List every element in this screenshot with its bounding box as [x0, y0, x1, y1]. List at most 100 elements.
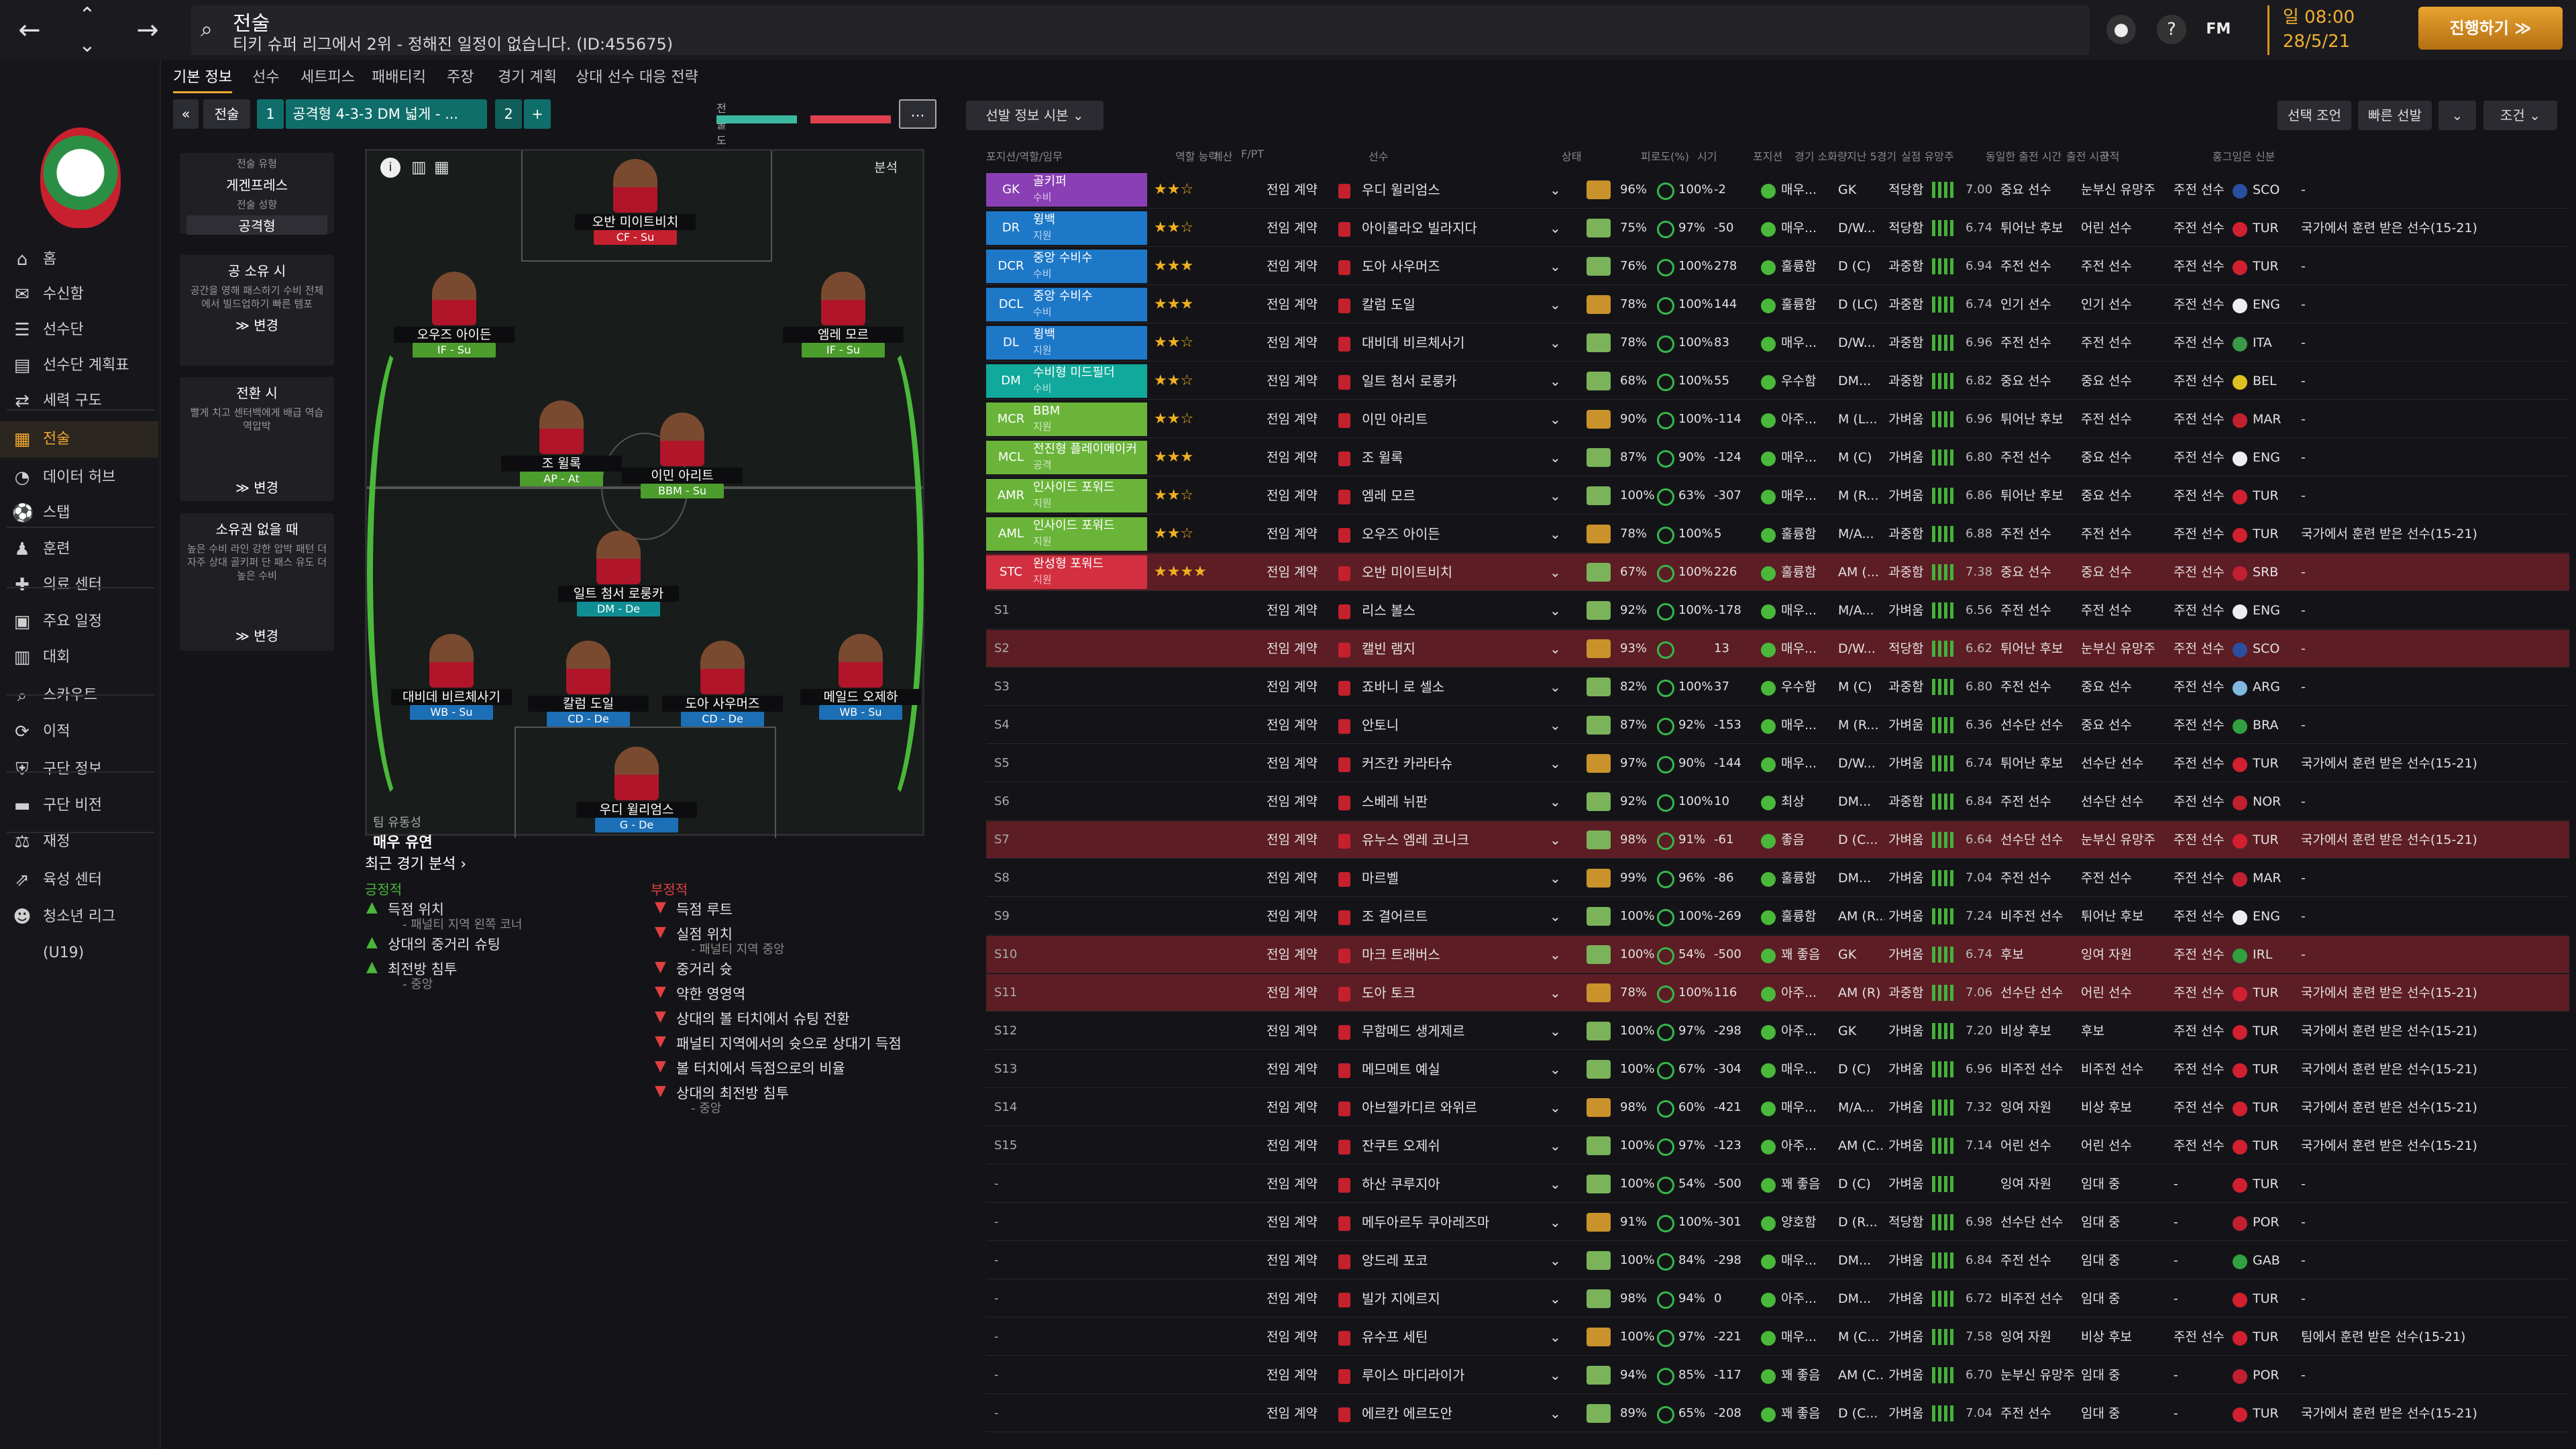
tactic-select[interactable]: 공격형 4-3-3 DM 넓게 - ... — [286, 99, 487, 129]
player-name[interactable]: 커즈칸 카라타슈 — [1362, 755, 1453, 771]
table-row[interactable]: - 전임 계약 유수프 세틴 ⌄ 100% 97% -221 매우... M (C... 가벼움 7… — [986, 1318, 2569, 1356]
tab-5[interactable]: 경기 계획 — [498, 69, 557, 86]
player-dropdown-icon[interactable]: ⌄ — [1550, 1099, 1561, 1116]
player-name[interactable]: 에르칸 에르도안 — [1362, 1405, 1453, 1421]
player-name[interactable]: 유수프 세틴 — [1362, 1329, 1428, 1345]
player-role[interactable]: CD - De — [547, 712, 630, 727]
player-dropdown-icon[interactable]: ⌄ — [1550, 832, 1561, 848]
column-header[interactable]: 계산 — [1213, 150, 1233, 163]
tab-4[interactable]: 주장 — [447, 69, 474, 86]
column-header[interactable]: 포지션 — [1753, 150, 1783, 163]
position-role-select[interactable]: AMR 인사이드 포워드 지원 — [986, 479, 1147, 513]
change-out-of-possession-button[interactable]: ≫ 변경 — [235, 628, 279, 644]
help-icon[interactable]: ? — [2157, 15, 2186, 44]
player-role[interactable]: DM - De — [577, 602, 660, 616]
player-dropdown-icon[interactable]: ⌄ — [1550, 373, 1561, 389]
sidebar-item-8[interactable]: ♟ 훈련 — [0, 531, 158, 568]
table-row[interactable]: MCR BBM 지원 ★★☆ 전임 계약 이민 아리트 ⌄ 90% 100% -114 아주... M… — [986, 400, 2569, 438]
tactic-label[interactable]: 전술 — [203, 99, 250, 129]
player-dropdown-icon[interactable]: ⌄ — [1550, 1291, 1561, 1307]
table-row[interactable]: - 전임 계약 에르칸 에르도안 ⌄ 89% 65% -208 꽤 좋음 D (C... 가벼움 7… — [986, 1395, 2569, 1432]
analyse-button[interactable]: 분석 — [874, 160, 898, 175]
position-role-select[interactable]: AML 인사이드 포워드 지원 — [986, 517, 1147, 551]
analysis-title[interactable]: 최근 경기 분석 › — [365, 856, 467, 873]
player-dropdown-icon[interactable]: ⌄ — [1550, 985, 1561, 1001]
column-header[interactable]: 경기 소화량 — [1794, 150, 1847, 163]
pitch-player[interactable]: 엠레 모르 IF - Su — [783, 272, 904, 362]
table-row[interactable]: MCL 전진형 플레이메이커 공격 ★★★ 전임 계약 조 윌록 ⌄ 87% 90% -124 매우… — [986, 439, 2569, 476]
pitch-player[interactable]: 조 윌록 AP - At — [501, 400, 622, 491]
player-dropdown-icon[interactable]: ⌄ — [1550, 908, 1561, 924]
column-header[interactable]: 홍그임은 신분 — [2212, 150, 2275, 163]
column-header[interactable]: F/PT — [1241, 148, 1265, 160]
change-in-possession-button[interactable]: ≫ 변경 — [235, 317, 279, 333]
player-role[interactable]: G - De — [595, 818, 678, 833]
tactic-menu-button[interactable]: ⋯ — [899, 99, 936, 129]
chart-icon[interactable]: ▥ — [411, 158, 427, 176]
column-header[interactable]: 역할 능력 — [1175, 150, 1218, 163]
column-header[interactable]: 출전 시간 — [2066, 150, 2109, 163]
sidebar-item-14[interactable]: ⛨ 구단 정보 — [0, 751, 158, 788]
player-name[interactable]: 캘빈 램지 — [1362, 641, 1415, 657]
collapse-icon[interactable]: « — [173, 99, 199, 129]
column-header[interactable]: 피로도(%) — [1641, 150, 1689, 163]
pitch-player[interactable]: 오우즈 아이든 IF - Su — [394, 272, 515, 362]
sidebar-item-13[interactable]: ⟳ 이적 — [0, 714, 158, 750]
grid-icon[interactable]: ▦ — [434, 158, 449, 176]
table-row[interactable]: S11 전임 계약 도아 토크 ⌄ 78% 100% 116 아주... AM (R) 과중함 7.… — [986, 974, 2569, 1012]
table-row[interactable]: DM 수비형 미드필더 수비 ★★☆ 전임 계약 일트 첨서 로룽카 ⌄ 68% 100% 55 우… — [986, 362, 2569, 400]
scroll-up-icon[interactable]: ⌃ — [78, 3, 96, 27]
player-dropdown-icon[interactable]: ⌄ — [1550, 794, 1561, 810]
table-row[interactable]: - 전임 계약 루이스 마디라이가 ⌄ 94% 85% -117 꽤 좋음 AM (C... 가벼… — [986, 1356, 2569, 1394]
column-header[interactable]: 동일한 출전 시간 — [1986, 150, 2062, 163]
table-row[interactable]: AML 인사이드 포워드 지원 ★★☆ 전임 계약 오우즈 아이든 ⌄ 78% 100% 5 훌륭함… — [986, 515, 2569, 553]
sidebar-item-10[interactable]: ▣ 주요 일정 — [0, 604, 158, 640]
tab-0[interactable]: 기본 정보 — [173, 64, 232, 93]
player-name[interactable]: 무함메드 생게제르 — [1362, 1023, 1465, 1039]
player-name[interactable]: 마르벨 — [1362, 870, 1399, 886]
table-row[interactable]: S1 전임 계약 리스 볼스 ⌄ 92% 100% -178 매우... M/A... 가벼움 6.… — [986, 592, 2569, 629]
position-role-select[interactable]: DCL 중앙 수비수 수비 — [986, 288, 1147, 321]
table-row[interactable]: S8 전임 계약 마르벨 ⌄ 99% 96% -86 훌륭함 DM... 가벼움 7.04 주전 선수… — [986, 859, 2569, 897]
sidebar-item-17[interactable]: ⇗ 육성 센터 — [0, 862, 158, 898]
pitch-player[interactable]: 칼럼 도일 CD - De — [528, 641, 649, 731]
quick-pick-menu-button[interactable]: ⌄ — [2438, 101, 2476, 130]
player-dropdown-icon[interactable]: ⌄ — [1550, 564, 1561, 580]
table-row[interactable]: GK 골키퍼 수비 ★★☆ 전임 계약 우디 윌리엄스 ⌄ 96% 100% -2 매우... GK 적… — [986, 171, 2569, 209]
player-dropdown-icon[interactable]: ⌄ — [1550, 1214, 1561, 1230]
table-row[interactable]: S7 전임 계약 유누스 엠레 코니크 ⌄ 98% 91% -61 좋음 D (C... 가벼움 6… — [986, 821, 2569, 859]
player-dropdown-icon[interactable]: ⌄ — [1550, 947, 1561, 963]
player-name[interactable]: 아이롤라오 빌라지다 — [1362, 220, 1477, 236]
pitch-player[interactable]: 대비데 비르체사기 WB - Su — [391, 634, 512, 724]
player-name[interactable]: 유누스 엠레 코니크 — [1362, 832, 1469, 848]
player-dropdown-icon[interactable]: ⌄ — [1550, 1405, 1561, 1421]
table-row[interactable]: DR 윙백 지원 ★★☆ 전임 계약 아이롤라오 빌라지다 ⌄ 75% 97% -50 매우... D… — [986, 209, 2569, 247]
sidebar-item-15[interactable]: ▬ 구단 비전 — [0, 788, 158, 824]
player-dropdown-icon[interactable]: ⌄ — [1550, 220, 1561, 236]
player-name[interactable]: 하산 쿠루지아 — [1362, 1176, 1440, 1192]
sidebar-item-9[interactable]: ✚ 의료 센터 — [0, 567, 158, 603]
sidebar-item-3[interactable]: ▤ 선수단 계획표 — [0, 347, 158, 384]
pitch-player[interactable]: 이민 아리트 BBM - Su — [622, 413, 743, 503]
position-role-select[interactable]: MCL 전진형 플레이메이커 공격 — [986, 441, 1147, 474]
player-dropdown-icon[interactable]: ⌄ — [1550, 1176, 1561, 1192]
table-row[interactable]: S13 전임 계약 메므메트 예실 ⌄ 100% 67% -304 매우... D (C) 가벼움… — [986, 1051, 2569, 1088]
player-name[interactable]: 도아 사우머즈 — [1362, 258, 1440, 274]
player-name[interactable]: 앙드레 포코 — [1362, 1252, 1428, 1269]
player-dropdown-icon[interactable]: ⌄ — [1550, 258, 1561, 274]
quick-pick-button[interactable]: 빠른 선발 — [2358, 101, 2432, 130]
position-role-select[interactable]: DCR 중앙 수비수 수비 — [986, 250, 1147, 283]
player-name[interactable]: 칼럼 도일 — [1362, 297, 1415, 313]
player-name[interactable]: 안토니 — [1362, 717, 1399, 733]
player-dropdown-icon[interactable]: ⌄ — [1550, 449, 1561, 466]
change-transition-button[interactable]: ≫ 변경 — [235, 480, 279, 496]
column-header[interactable]: 지난 5경기 — [1847, 150, 1897, 163]
sidebar-item-5[interactable]: ▦ 전술 — [0, 421, 158, 458]
player-role[interactable]: WB - Su — [410, 705, 493, 720]
player-name[interactable]: 이민 아리트 — [1362, 411, 1428, 427]
sidebar-item-4[interactable]: ⇄ 세력 구도 — [0, 383, 158, 419]
player-name[interactable]: 스베레 뉘판 — [1362, 794, 1428, 810]
sidebar-item-1[interactable]: ✉ 수신함 — [0, 276, 158, 313]
player-name[interactable]: 일트 첨서 로룽카 — [1362, 373, 1457, 389]
player-dropdown-icon[interactable]: ⌄ — [1550, 182, 1561, 198]
